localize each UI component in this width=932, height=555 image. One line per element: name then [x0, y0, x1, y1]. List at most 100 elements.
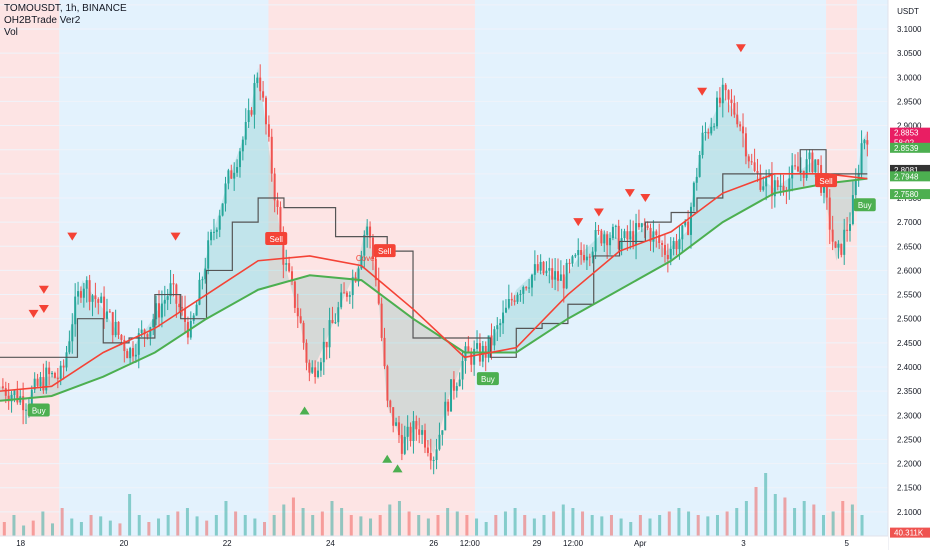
volume-bar: [706, 516, 710, 536]
candle-body: [776, 180, 779, 187]
volume-bar: [234, 511, 238, 536]
price-tag-value: 40.311K: [894, 529, 924, 538]
candle-body: [91, 295, 94, 302]
volume-bar: [590, 515, 594, 536]
candle-body: [291, 271, 294, 282]
candle-body: [181, 307, 184, 309]
candle-body: [48, 367, 51, 375]
candle-body: [56, 377, 59, 379]
candle-body: [120, 334, 123, 340]
grid: [0, 4, 888, 537]
candle-body: [1, 386, 4, 389]
time-tick: 5: [844, 539, 849, 548]
candle-body: [299, 316, 302, 323]
price-tick: 2.4000: [897, 363, 922, 372]
candle-body: [782, 185, 785, 191]
candle-body: [854, 179, 857, 196]
volume-bar: [696, 515, 700, 536]
candle-body: [629, 231, 632, 240]
volume-bar: [51, 523, 55, 536]
candle-body: [637, 223, 640, 228]
candle-body: [415, 421, 418, 430]
candle-body: [441, 430, 444, 435]
candle-body: [424, 430, 427, 448]
candle-body: [374, 258, 377, 281]
candle-body: [666, 254, 669, 260]
time-axis-bg: [0, 536, 888, 550]
candle-body: [510, 299, 513, 301]
sell-triangle: [170, 232, 181, 241]
sell-triangle: [593, 208, 604, 217]
volume-bar: [532, 518, 536, 536]
candle-body: [134, 354, 137, 357]
slow-ma-line: [0, 177, 868, 402]
candle-body: [756, 170, 759, 174]
candle-body: [742, 126, 745, 134]
volume-bar: [359, 516, 363, 536]
candle-body: [53, 372, 56, 378]
price-tag-value: 2.7580: [894, 190, 919, 199]
candle-body: [345, 292, 348, 297]
candle-body: [721, 84, 724, 104]
candle-body: [146, 334, 149, 337]
volume-bar: [99, 516, 103, 536]
sell-triangle: [735, 44, 746, 53]
trend-region-bull: [857, 0, 888, 536]
candle-body: [716, 97, 719, 127]
candle-body: [169, 283, 172, 297]
price-tick: 2.7000: [897, 218, 922, 227]
volume-bar: [118, 523, 122, 536]
candle-body: [551, 268, 554, 280]
volume-bar: [783, 497, 787, 536]
candle-body: [614, 225, 617, 227]
candle-body: [308, 362, 311, 373]
candle-body: [600, 230, 603, 244]
volume-bar: [301, 508, 305, 536]
volume-bar: [436, 515, 440, 536]
candle-body: [210, 232, 213, 241]
candle-body: [640, 223, 643, 228]
candle-body: [418, 429, 421, 435]
trend-region-bull: [474, 0, 827, 536]
candle-body: [397, 422, 400, 436]
candle-body: [545, 270, 548, 274]
volume-bar: [378, 515, 382, 536]
volume-bar: [638, 515, 642, 536]
sell-triangle: [640, 193, 651, 202]
volume-bar: [600, 516, 604, 536]
volume-bar: [31, 520, 35, 536]
candle-body: [718, 97, 721, 104]
candle-body: [559, 274, 562, 281]
candle-body: [504, 307, 507, 313]
candle-body: [473, 348, 476, 365]
volume-bar: [725, 511, 729, 536]
candle-body: [264, 97, 267, 125]
candle-body: [371, 237, 374, 259]
candle-body: [155, 303, 158, 320]
candle-body: [863, 140, 866, 144]
trend-region-bull: [59, 0, 269, 536]
candle-body: [360, 255, 363, 269]
candle-body: [808, 152, 811, 160]
volume-bar: [523, 515, 527, 536]
candle-body: [357, 268, 360, 282]
candle-body: [432, 459, 435, 461]
candle-body: [490, 335, 493, 346]
candle-body: [533, 264, 536, 275]
sell-triangle: [624, 189, 635, 198]
candle-body: [846, 229, 849, 231]
candle-body: [762, 186, 765, 190]
candle-body: [530, 274, 533, 288]
price-tick: 2.1500: [897, 484, 922, 493]
price-tag: [890, 127, 930, 148]
candle-body: [331, 320, 334, 324]
candle-body: [100, 296, 103, 303]
volume-bar: [667, 511, 671, 536]
sell-signal-label: Sell: [378, 247, 392, 256]
candle-body: [51, 372, 54, 375]
candle-body: [513, 300, 516, 302]
volume-bar: [744, 501, 748, 536]
candle-body: [684, 221, 687, 226]
candle-body: [279, 206, 282, 232]
